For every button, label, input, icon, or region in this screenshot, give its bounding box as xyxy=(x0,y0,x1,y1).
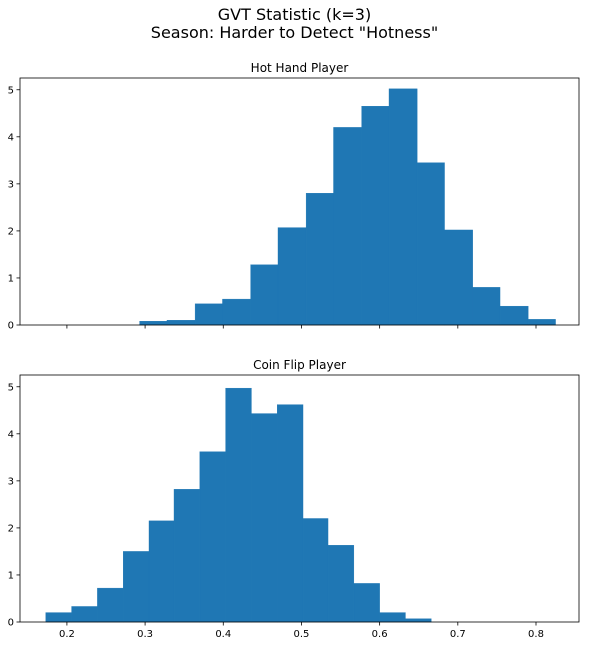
figure-subtitle: Season: Harder to Detect "Hotness" xyxy=(150,23,439,42)
histogram-bar xyxy=(327,545,355,623)
histogram-bar xyxy=(379,612,406,623)
histogram-bar xyxy=(388,88,418,326)
histogram-bar xyxy=(45,612,72,623)
y-tick-label: 4 xyxy=(8,429,14,440)
histogram-bar xyxy=(71,606,98,623)
histogram-bar xyxy=(148,520,175,623)
histogram-bar xyxy=(305,193,334,326)
histogram-bar xyxy=(416,162,445,326)
x-tick-label: 0.2 xyxy=(59,629,75,640)
y-tick-label: 5 xyxy=(8,382,14,393)
histogram-bar xyxy=(302,518,329,623)
histogram-bar xyxy=(225,387,252,623)
x-tick-label: 0.6 xyxy=(372,629,388,640)
y-tick-label: 5 xyxy=(8,85,14,96)
axes-frame xyxy=(19,374,580,623)
subplot-title: Hot Hand Player xyxy=(251,61,349,75)
x-tick-label: 0.8 xyxy=(528,629,544,640)
histogram-bar xyxy=(277,404,304,623)
histogram-bar xyxy=(122,551,150,623)
x-tick-label: 0.4 xyxy=(215,629,231,640)
histogram-bar xyxy=(499,305,529,326)
y-tick-label: 1 xyxy=(8,273,14,284)
histogram-bar xyxy=(333,127,362,326)
histogram-bar xyxy=(353,583,380,623)
x-tick-label: 0.3 xyxy=(137,629,153,640)
histogram-bar xyxy=(173,489,201,623)
y-tick-label: 2 xyxy=(8,226,14,237)
histogram-bar xyxy=(251,413,278,623)
histogram-bar xyxy=(166,320,196,326)
y-tick-label: 4 xyxy=(8,132,14,143)
y-tick-label: 0 xyxy=(8,618,14,629)
histogram-bar xyxy=(277,227,307,326)
axes-frame xyxy=(19,77,580,326)
figure-title: GVT Statistic (k=3) xyxy=(217,5,372,24)
histogram-bar xyxy=(250,264,279,326)
subplot-title: Coin Flip Player xyxy=(253,358,346,372)
histogram-bar xyxy=(527,319,556,326)
histogram-bar xyxy=(199,451,226,623)
histogram-bar xyxy=(405,618,432,623)
y-tick-label: 3 xyxy=(8,476,14,487)
histogram-bar xyxy=(444,229,473,326)
x-tick-label: 0.5 xyxy=(294,629,310,640)
histogram-bar xyxy=(472,287,501,326)
x-tick-label: 0.7 xyxy=(450,629,466,640)
y-tick-label: 3 xyxy=(8,179,14,190)
y-tick-label: 2 xyxy=(8,523,14,534)
histogram-bar xyxy=(222,298,251,326)
histogram-bar xyxy=(139,321,168,326)
histogram-bar xyxy=(97,587,124,623)
histogram-bar xyxy=(194,303,223,326)
y-tick-label: 0 xyxy=(8,321,14,332)
histogram-bar xyxy=(361,106,390,326)
y-tick-label: 1 xyxy=(8,570,14,581)
